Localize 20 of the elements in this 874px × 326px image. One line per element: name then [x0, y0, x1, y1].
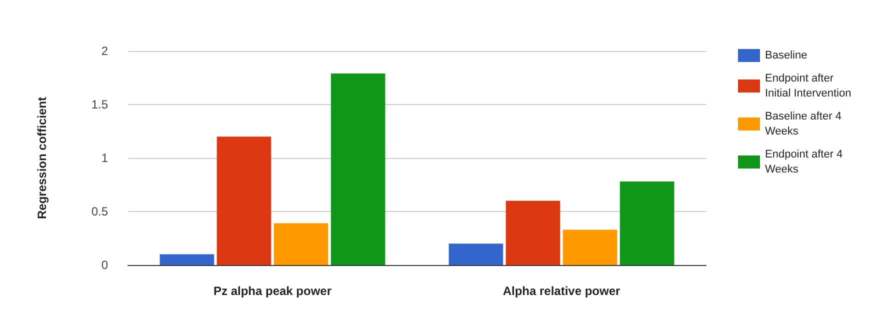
- bar: [330, 73, 386, 265]
- y-tick-label: 2: [101, 44, 108, 58]
- y-tick-label: 0: [101, 258, 108, 272]
- bar: [160, 254, 214, 265]
- x-tick-label: Alpha relative power: [502, 284, 621, 298]
- legend-label: Baseline: [765, 50, 808, 62]
- bar: [562, 230, 618, 265]
- bar: [274, 223, 328, 265]
- y-tick-label: 0.5: [91, 204, 108, 218]
- y-tick-label: 1: [101, 151, 108, 165]
- x-tick-label: Pz alpha peak power: [213, 284, 332, 298]
- legend-label: Baseline after 4 Weeks: [765, 110, 844, 138]
- bar: [448, 244, 504, 265]
- bar: [620, 182, 674, 265]
- legend-label: Endpoint after Initial Intervention: [765, 72, 852, 100]
- legend-label: Endpoint after 4 Weeks: [765, 148, 846, 176]
- y-axis-title: Regression cofficient: [35, 96, 49, 220]
- y-tick-label: 1.5: [91, 98, 108, 112]
- bar: [506, 200, 560, 265]
- bar: [216, 136, 272, 265]
